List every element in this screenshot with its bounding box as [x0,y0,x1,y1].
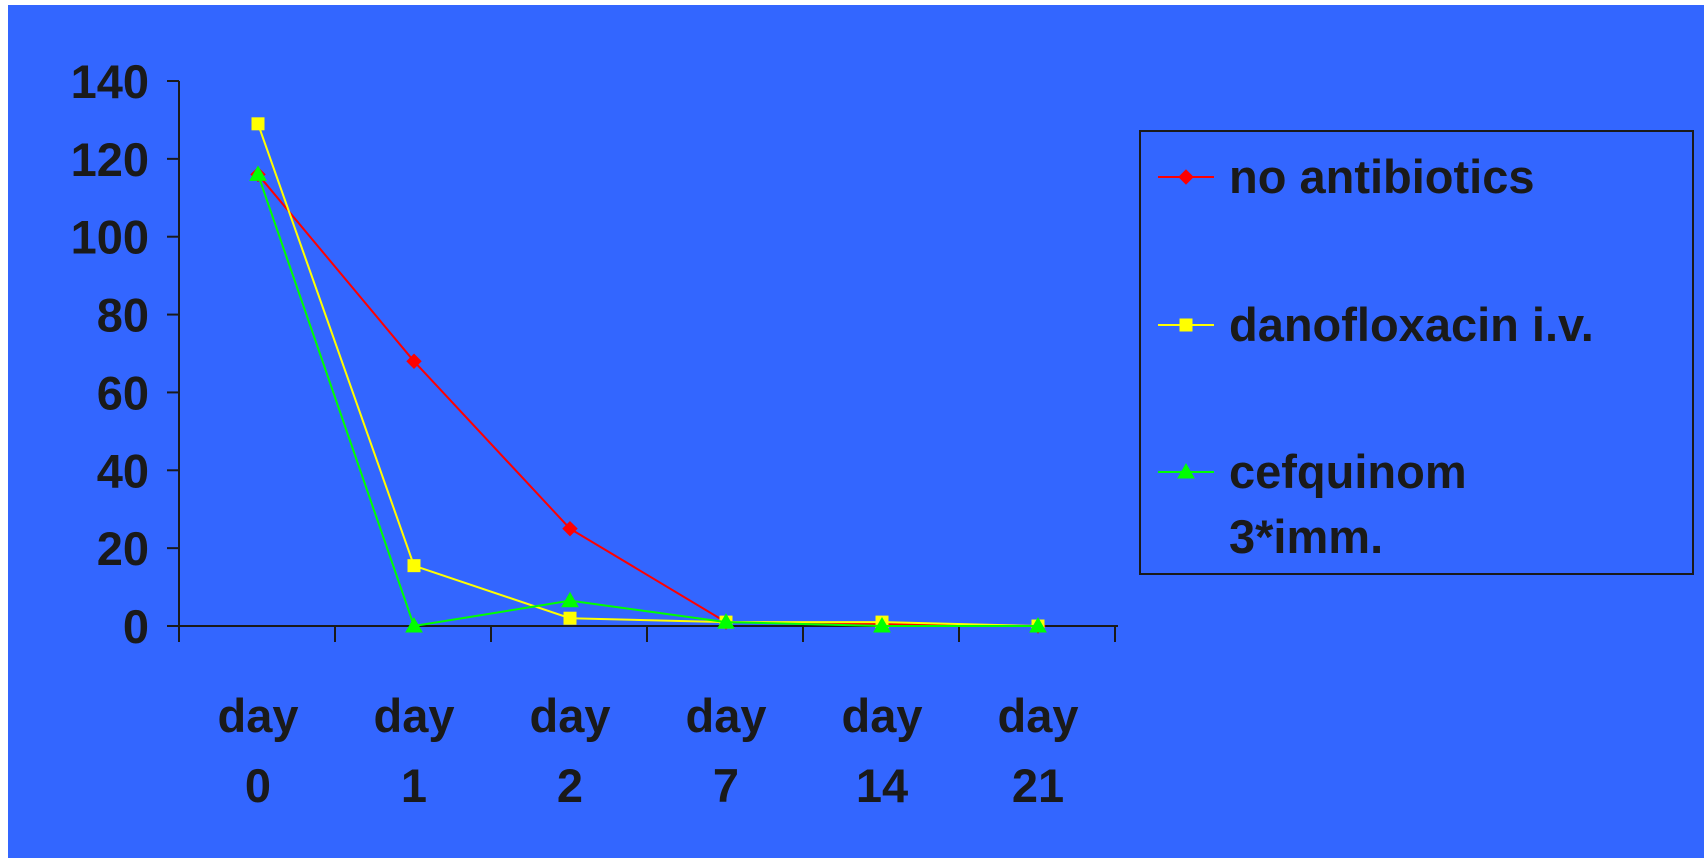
series-3 [249,165,1047,633]
y-tick-label: 80 [97,289,149,342]
x-tick-label-line: 0 [245,759,271,812]
data-point [563,611,577,625]
y-tick-label: 140 [71,55,149,108]
series-line [257,174,1038,628]
data-point [717,613,735,629]
x-tick-label-line: 14 [856,759,908,812]
legend-label-line: no antibiotics [1229,150,1535,203]
legend-label-line: cefquinom [1229,445,1467,498]
y-tick-label: 60 [97,366,149,419]
legend-item-1: no antibiotics [1158,150,1535,203]
x-tick-label: day 21 [998,689,1079,812]
x-tick-label-line: day [530,689,611,742]
y-tick-label: 100 [71,211,149,264]
y-tick-label: 0 [123,600,149,653]
data-point [405,616,423,633]
legend-item-2: danofloxacin i.v. [1158,298,1594,351]
legend-label: danofloxacin i.v. [1229,298,1594,351]
legend-label: cefquinom 3*imm. [1229,445,1467,563]
data-point [407,559,421,573]
x-tick-label-line: 1 [401,759,427,812]
y-tick-label: 40 [97,444,149,497]
x-tick-label: day 1 [374,689,455,812]
legend-box [1139,130,1694,575]
x-tick-label: day 14 [842,689,923,812]
data-point [406,353,422,369]
data-point [251,117,265,131]
data-point [873,616,891,633]
legend-label: no antibiotics [1229,150,1535,203]
x-tick-label-line: day [218,689,299,742]
x-tick-label-line: day [998,689,1079,742]
x-tick-label-line: day [686,689,767,742]
x-tick-label: day 0 [218,689,299,812]
y-tick-label: 120 [71,133,149,186]
x-tick-label-line: 7 [713,759,739,812]
legend-item-3: cefquinom 3*imm. [1158,445,1467,563]
legend-swatch-marker [1178,169,1194,185]
legend: no antibiotics danofloxacin i.v. cefquinom… [1139,130,1694,575]
data-point [561,591,579,608]
series-line [257,173,1039,627]
x-tick-label: day 2 [530,689,611,812]
series-lines [249,117,1047,634]
data-point [562,520,578,537]
x-tick-label-line: 21 [1012,759,1064,812]
data-point [1029,616,1047,633]
chart-background [8,5,1704,858]
data-point [249,165,267,181]
legend-label-line: 3*imm. [1229,510,1383,563]
x-tick-label-line: 2 [557,759,583,812]
legend-swatch-marker [1177,462,1195,479]
series-line [257,123,1039,627]
x-tick-label-line: day [374,689,455,742]
legend-swatch-marker [1179,318,1193,332]
x-tick-label: day 7 [686,689,767,812]
chart-container: 0 20 40 60 80 100 120 140 day 0 day 1 day 2 day 7 day 14 d… [8,5,1704,858]
y-tick-label: 20 [97,522,149,575]
x-tick-label-line: day [842,689,923,742]
legend-label-line: danofloxacin i.v. [1229,298,1594,351]
